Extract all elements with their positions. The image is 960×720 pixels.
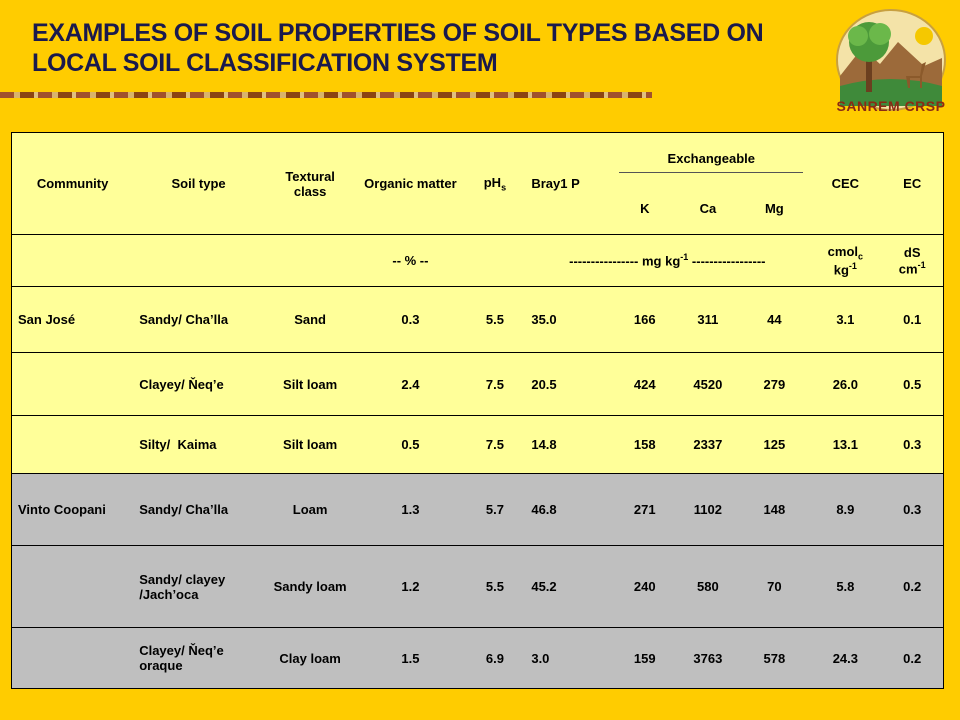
col-textural-class: Textural class — [263, 132, 357, 235]
cell-mg: 279 — [739, 352, 810, 416]
cell-k: 240 — [613, 545, 677, 628]
cell-community — [11, 415, 134, 474]
cell-om: 0.3 — [356, 286, 465, 353]
sanrem-logo — [836, 9, 946, 111]
unit-mg-kg: ---------------- mg kg-1 ---------------… — [525, 234, 810, 287]
cell-k: 166 — [613, 286, 677, 353]
cell-soil-type: Sandy/ clayey /Jach’oca — [133, 545, 264, 628]
cell-texture: Clay loam — [263, 627, 357, 689]
unit-ec: dS cm-1 — [881, 234, 944, 287]
table-row: San José Sandy/ Cha’lla Sand 0.3 5.5 35.… — [11, 286, 944, 353]
cell-p: 20.5 — [525, 352, 614, 416]
cell-k: 271 — [613, 473, 677, 546]
table-row: Silty/ Kaima Silt loam 0.5 7.5 14.8 158 … — [11, 415, 944, 474]
header-row-1: Community Soil type Textural class Organ… — [11, 132, 944, 235]
cell-ph: 5.5 — [464, 286, 526, 353]
col-mg: Mg — [739, 182, 810, 235]
cell-soil-type: Clayey/ Ňeq’e — [133, 352, 264, 416]
cell-cec: 5.8 — [809, 545, 882, 628]
cell-soil-type: Sandy/ Cha’lla — [133, 473, 264, 546]
title-underline — [0, 92, 652, 98]
cell-community: San José — [11, 286, 134, 353]
cell-mg: 148 — [739, 473, 810, 546]
cell-cec: 24.3 — [809, 627, 882, 689]
cell-om: 1.5 — [356, 627, 465, 689]
cell-texture: Sand — [263, 286, 357, 353]
cell-cec: 26.0 — [809, 352, 882, 416]
col-ec: EC — [881, 132, 944, 235]
cell-soil-type: Sandy/ Cha’lla — [133, 286, 264, 353]
header-row-2: K Ca Mg — [12, 182, 944, 235]
table-row: Sandy/ clayey /Jach’oca Sandy loam 1.2 5… — [11, 545, 944, 628]
logo-label: SANREM CRSP — [836, 98, 946, 114]
cell-community — [11, 352, 134, 416]
cell-soil-type: Clayey/ Ňeq’e oraque — [133, 627, 264, 689]
cell-soil-type: Silty/ Kaima — [133, 415, 264, 474]
cell-mg: 44 — [739, 286, 810, 353]
cell-ec: 0.5 — [881, 352, 944, 416]
cell-texture: Silt loam — [263, 352, 357, 416]
soil-properties-table: Community Soil type Textural class Organ… — [11, 132, 944, 689]
cell-p: 14.8 — [525, 415, 614, 474]
cell-cec: 3.1 — [809, 286, 882, 353]
cell-community — [11, 627, 134, 689]
cell-p: 35.0 — [525, 286, 614, 353]
table-row: Clayey/ Ňeq’e oraque Clay loam 1.5 6.9 3… — [11, 627, 944, 689]
unit-percent: -- % -- — [356, 234, 465, 287]
units-row: -- % -- ---------------- mg kg-1 -------… — [11, 234, 944, 287]
unit-cec: cmolc kg-1 — [809, 234, 882, 287]
cell-mg: 70 — [739, 545, 810, 628]
cell-p: 45.2 — [525, 545, 614, 628]
cell-mg: 578 — [739, 627, 810, 689]
cell-om: 0.5 — [356, 415, 465, 474]
cell-ec: 0.1 — [881, 286, 944, 353]
cell-texture: Sandy loam — [263, 545, 357, 628]
col-ph: pHs — [464, 132, 526, 235]
cell-ec: 0.2 — [881, 627, 944, 689]
cell-community — [11, 545, 134, 628]
cell-texture: Silt loam — [263, 415, 357, 474]
cell-ec: 0.3 — [881, 415, 944, 474]
cell-ec: 0.3 — [881, 473, 944, 546]
col-ca: Ca — [676, 182, 740, 235]
cell-ph: 7.5 — [464, 352, 526, 416]
col-bray-p: Bray1 P — [525, 132, 614, 235]
cell-ph: 7.5 — [464, 415, 526, 474]
col-community: Community — [11, 132, 134, 235]
cell-ca: 311 — [676, 286, 740, 353]
cell-ca: 2337 — [676, 415, 740, 474]
col-organic-matter: Organic matter — [356, 132, 465, 235]
cell-ca: 3763 — [676, 627, 740, 689]
cell-ph: 6.9 — [464, 627, 526, 689]
cell-k: 159 — [613, 627, 677, 689]
col-soil-type: Soil type — [133, 132, 264, 235]
table-row: Clayey/ Ňeq’e Silt loam 2.4 7.5 20.5 424… — [11, 352, 944, 416]
cell-texture: Loam — [263, 473, 357, 546]
col-cec: CEC — [809, 132, 882, 235]
cell-cec: 13.1 — [809, 415, 882, 474]
cell-om: 2.4 — [356, 352, 465, 416]
cell-k: 158 — [613, 415, 677, 474]
table-row: Vinto Coopani Sandy/ Cha’lla Loam 1.3 5.… — [11, 473, 944, 546]
cell-cec: 8.9 — [809, 473, 882, 546]
cell-ph: 5.7 — [464, 473, 526, 546]
cell-mg: 125 — [739, 415, 810, 474]
cell-ec: 0.2 — [881, 545, 944, 628]
cell-ca: 4520 — [676, 352, 740, 416]
slide-title: EXAMPLES OF SOIL PROPERTIES OF SOIL TYPE… — [32, 18, 832, 78]
title-line-2: LOCAL SOIL CLASSIFICATION SYSTEM — [32, 49, 498, 77]
col-k: K — [613, 182, 677, 235]
cell-om: 1.2 — [356, 545, 465, 628]
cell-p: 46.8 — [525, 473, 614, 546]
title-line-1: EXAMPLES OF SOIL PROPERTIES OF SOIL TYPE… — [32, 19, 764, 47]
col-group-exchangeable: Exchangeable — [613, 132, 810, 183]
cell-ca: 580 — [676, 545, 740, 628]
cell-community: Vinto Coopani — [11, 473, 134, 546]
cell-om: 1.3 — [356, 473, 465, 546]
cell-k: 424 — [613, 352, 677, 416]
cell-p: 3.0 — [525, 627, 614, 689]
cell-ph: 5.5 — [464, 545, 526, 628]
cell-ca: 1102 — [676, 473, 740, 546]
